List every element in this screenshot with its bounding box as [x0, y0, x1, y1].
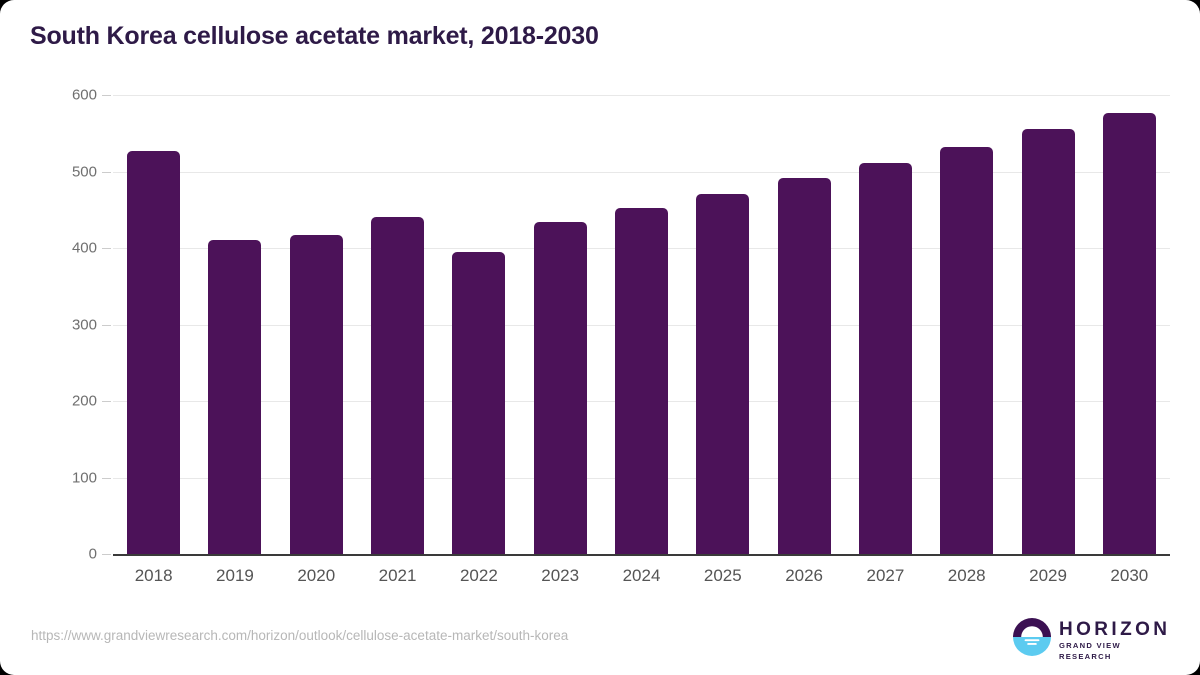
- y-tick-mark: [102, 324, 111, 326]
- x-tick-label-2018: 2018: [134, 566, 173, 585]
- bar-2020[interactable]: [289, 235, 343, 554]
- logo-wordmark: HORIZON: [1059, 619, 1171, 640]
- y-tick-label: 500: [71, 163, 97, 180]
- bar-2026[interactable]: [777, 177, 831, 554]
- horizon-sun-circle-icon: [1013, 618, 1051, 656]
- y-tick-mark: [102, 554, 111, 555]
- y-tick-mark: [102, 171, 111, 173]
- x-tick-label-2026: 2026: [785, 566, 824, 585]
- y-tick-label: 100: [71, 469, 97, 486]
- bar-2018[interactable]: [127, 150, 181, 554]
- logo-subtitle: GRAND VIEW RESEARCH: [1059, 641, 1121, 661]
- gridline: [113, 171, 1170, 173]
- x-tick-label-2021: 2021: [378, 566, 417, 585]
- brand-logo[interactable]: HORIZON GRAND VIEW RESEARCH: [1013, 617, 1167, 661]
- x-tick-label-2023: 2023: [541, 566, 580, 585]
- gridline: [113, 95, 1170, 96]
- y-tick-mark: [102, 477, 111, 479]
- y-tick-label: 300: [71, 316, 97, 333]
- bar-2024[interactable]: [615, 208, 668, 554]
- y-tick-label: 400: [71, 239, 97, 257]
- source-url[interactable]: https://www.grandviewresearch.com/horizo…: [31, 628, 569, 643]
- y-tick-mark: [102, 95, 111, 96]
- bar-2025[interactable]: [696, 194, 750, 554]
- x-tick-label-2030: 2030: [1110, 566, 1149, 585]
- y-tick-label: 200: [71, 392, 97, 410]
- bar-2021[interactable]: [371, 217, 425, 554]
- x-tick-label-2022: 2022: [459, 566, 498, 585]
- page-title: South Korea cellulose acetate market, 20…: [30, 22, 599, 50]
- bar-2019[interactable]: [208, 240, 262, 554]
- bar-2028[interactable]: [940, 147, 994, 554]
- x-tick-label-2019: 2019: [216, 566, 254, 585]
- y-tick-mark: [102, 248, 111, 249]
- logo-text-block: HORIZON GRAND VIEW RESEARCH: [1059, 620, 1170, 662]
- bar-2030[interactable]: [1102, 113, 1156, 554]
- bar-2022[interactable]: [452, 251, 506, 554]
- x-tick-label-2027: 2027: [866, 566, 905, 585]
- x-axis-line: [113, 554, 1170, 556]
- y-tick-mark: [102, 401, 111, 402]
- y-tick-label: 0: [88, 545, 97, 563]
- bar-series: [113, 95, 1170, 554]
- x-tick-label-2029: 2029: [1029, 566, 1067, 585]
- bar-2029[interactable]: [1021, 129, 1075, 554]
- x-tick-label-2028: 2028: [947, 566, 986, 585]
- x-tick-label-2024: 2024: [622, 566, 661, 585]
- x-tick-label-2025: 2025: [703, 566, 742, 585]
- y-tick-label: 600: [71, 86, 97, 104]
- x-tick-label-2020: 2020: [297, 566, 336, 585]
- bar-2023[interactable]: [533, 222, 587, 554]
- bar-2027[interactable]: [858, 163, 912, 554]
